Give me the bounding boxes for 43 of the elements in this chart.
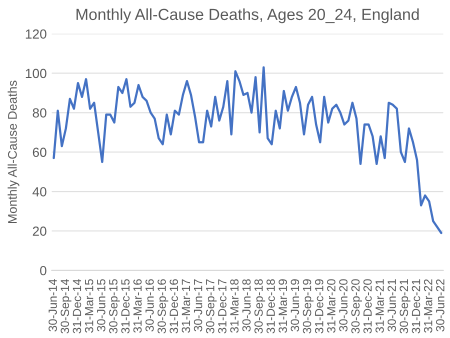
x-tick-label: 30-Jun-21 <box>388 279 396 332</box>
x-tick-label: 30-Sep-19 <box>302 279 314 334</box>
x-tick-label: 30-Jun-15 <box>97 279 106 332</box>
x-tick-label: 31-Dec-14 <box>72 279 82 334</box>
x-tick-label: 30-Jun-22 <box>436 279 444 332</box>
x-tick-label: 31-Dec-21 <box>412 279 420 334</box>
x-tick-label: 31-Mar-22 <box>424 279 432 333</box>
x-tick-label: 30-Sep-20 <box>351 279 362 334</box>
x-tick-label: 30-Jun-17 <box>194 279 202 332</box>
y-tick-label: 0 <box>40 266 46 276</box>
x-tick-label: 31-Mar-16 <box>133 279 142 333</box>
y-tick-label: 60 <box>32 148 46 158</box>
y-tick-label: 40 <box>32 187 46 196</box>
chart-title: Monthly All-Cause Deaths, Ages 20_24, England <box>76 8 419 24</box>
x-tick-label: 31-Mar-17 <box>182 279 190 333</box>
x-tick-label: 31-Dec-20 <box>363 279 372 334</box>
y-tick-label: 100 <box>26 68 46 78</box>
x-tick-label: 31-Dec-16 <box>170 279 178 334</box>
x-tick-label: 30-Jun-20 <box>339 279 348 332</box>
x-tick-label: 30-Jun-16 <box>145 279 154 332</box>
x-tick-label: 31-Mar-19 <box>278 279 287 333</box>
x-tick-label: 31-Dec-18 <box>266 279 275 334</box>
x-tick-label: 31-Dec-17 <box>218 279 226 334</box>
x-tick-label: 31-Mar-15 <box>84 279 94 333</box>
x-tick-label: 30-Sep-17 <box>206 279 217 334</box>
y-tick-label: 20 <box>32 226 46 236</box>
y-axis-title: Monthly All-Cause Deaths <box>8 80 20 223</box>
x-tick-label: 31-Mar-18 <box>230 279 239 333</box>
x-tick-label: 30-Sep-21 <box>400 279 410 334</box>
x-tick-label: 30-Sep-16 <box>158 279 168 334</box>
x-tick-label: 30-Sep-18 <box>254 279 266 334</box>
x-tick-label: 30-Jun-14 <box>48 279 57 332</box>
x-tick-label: 30-Jun-18 <box>242 279 251 332</box>
x-tick-label: 31-Mar-21 <box>376 279 384 333</box>
x-tick-label: 30-Sep-15 <box>109 279 120 334</box>
x-tick-label: 31-Mar-20 <box>327 279 336 333</box>
y-tick-label: 120 <box>26 29 46 39</box>
x-tick-label: 31-Dec-19 <box>314 279 324 334</box>
line-series <box>52 66 442 234</box>
y-tick-label: 80 <box>32 108 46 118</box>
x-tick-label: 30-Sep-14 <box>60 279 72 334</box>
x-tick-label: 30-Jun-19 <box>290 279 300 332</box>
x-tick-label: 31-Dec-15 <box>121 279 130 334</box>
